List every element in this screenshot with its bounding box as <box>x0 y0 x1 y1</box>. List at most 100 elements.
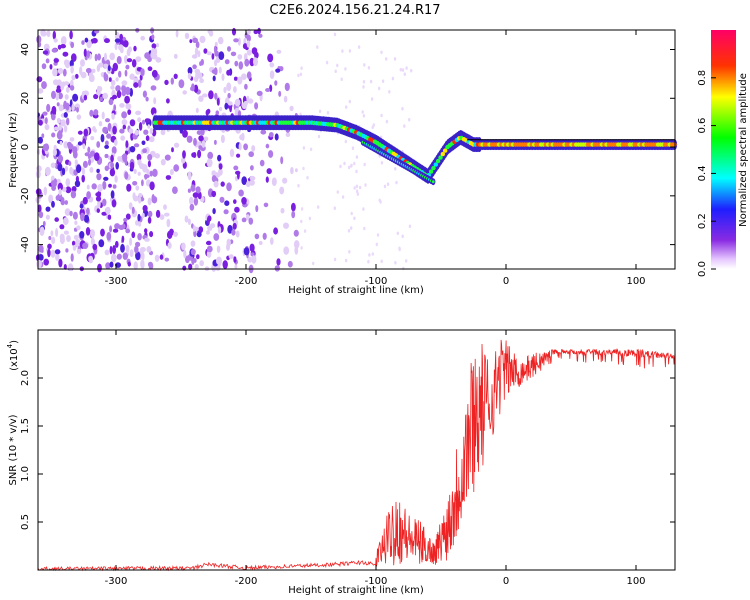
noise-speckle <box>153 97 157 105</box>
noise-speckle <box>196 231 202 238</box>
noise-speckle <box>266 168 272 175</box>
noise-speckle <box>258 241 263 245</box>
noise-speckle <box>181 157 186 164</box>
noise-speckle <box>197 50 201 58</box>
noise-speckle <box>256 90 263 96</box>
noise-speckle <box>383 184 387 189</box>
noise-speckle <box>65 178 71 187</box>
noise-speckle <box>336 190 339 194</box>
noise-speckle <box>167 242 172 249</box>
noise-speckle <box>110 85 115 90</box>
noise-speckle <box>348 250 351 254</box>
noise-speckle <box>55 253 60 261</box>
noise-speckle <box>143 129 149 135</box>
noise-speckle <box>88 70 94 80</box>
noise-speckle <box>42 220 46 227</box>
noise-speckle <box>213 45 217 54</box>
noise-speckle <box>111 113 115 120</box>
noise-speckle <box>270 237 274 245</box>
noise-speckle <box>135 220 139 226</box>
noise-speckle <box>84 152 90 157</box>
noise-speckle <box>388 90 391 94</box>
spectrogram-marks <box>35 27 678 274</box>
noise-speckle <box>147 124 151 129</box>
noise-speckle <box>190 184 196 192</box>
noise-speckle <box>114 38 121 43</box>
noise-speckle <box>96 64 101 72</box>
noise-speckle <box>151 194 155 203</box>
noise-speckle <box>341 195 345 199</box>
ridge-core <box>433 162 438 167</box>
noise-speckle <box>112 94 118 100</box>
noise-speckle <box>127 109 132 115</box>
noise-speckle <box>371 125 374 130</box>
noise-speckle <box>95 196 102 202</box>
noise-speckle <box>245 181 251 188</box>
noise-speckle <box>122 153 128 163</box>
noise-speckle <box>116 253 122 260</box>
noise-speckle <box>410 68 413 73</box>
noise-speckle <box>260 129 267 135</box>
noise-speckle <box>343 161 346 166</box>
noise-speckle <box>154 153 160 159</box>
noise-speckle <box>265 88 271 92</box>
noise-speckle <box>217 36 224 45</box>
noise-speckle <box>98 239 105 248</box>
noise-speckle <box>208 90 214 100</box>
ridge-core <box>428 169 434 174</box>
noise-speckle <box>50 162 56 169</box>
noise-speckle <box>119 46 124 54</box>
noise-speckle <box>37 204 42 213</box>
snr-scale-exponent: 4 <box>6 343 14 348</box>
noise-speckle <box>362 80 366 84</box>
noise-speckle <box>165 175 172 180</box>
noise-speckle <box>217 154 222 162</box>
noise-speckle <box>112 62 119 72</box>
noise-speckle <box>138 122 143 131</box>
noise-speckle <box>136 153 142 161</box>
noise-speckle <box>198 226 204 234</box>
noise-speckle <box>121 223 126 230</box>
noise-speckle <box>386 182 390 186</box>
noise-speckle <box>334 69 337 74</box>
noise-speckle <box>300 66 303 70</box>
noise-speckle <box>159 254 164 260</box>
noise-speckle <box>211 53 215 60</box>
x-tick-label: 100 <box>626 576 645 587</box>
noise-speckle <box>57 163 63 172</box>
noise-speckle <box>70 41 75 49</box>
noise-speckle <box>218 51 225 60</box>
noise-speckle <box>206 230 210 235</box>
noise-speckle <box>190 240 196 247</box>
noise-speckle <box>333 257 337 262</box>
ridge-core <box>435 158 441 164</box>
noise-speckle <box>195 186 201 194</box>
noise-speckle <box>38 244 44 253</box>
noise-speckle <box>283 95 288 103</box>
noise-speckle <box>140 35 145 41</box>
noise-speckle <box>116 90 122 99</box>
noise-speckle <box>297 73 300 78</box>
noise-speckle <box>300 246 303 250</box>
noise-speckle <box>293 229 299 237</box>
noise-speckle <box>76 164 82 174</box>
noise-speckle <box>69 210 73 217</box>
noise-speckle <box>87 146 91 154</box>
noise-speckle <box>49 64 53 70</box>
noise-speckle <box>135 241 141 248</box>
snr-scale-prefix: (x10 <box>9 348 20 371</box>
noise-speckle <box>255 205 259 213</box>
colorbar: 0.0 0.2 0.4 0.6 0.8 Normalized spectral ampl… <box>697 30 749 277</box>
noise-speckle <box>58 124 62 131</box>
noise-speckle <box>219 106 223 112</box>
noise-speckle <box>363 63 366 67</box>
noise-speckle <box>105 118 110 123</box>
colorbar-tick-label: 0.4 <box>697 165 708 181</box>
noise-speckle <box>141 260 145 269</box>
noise-speckle <box>241 197 247 205</box>
noise-speckle <box>42 50 49 55</box>
noise-speckle <box>396 231 399 236</box>
noise-speckle <box>164 154 171 161</box>
noise-speckle <box>63 230 69 235</box>
noise-speckle <box>133 261 138 270</box>
